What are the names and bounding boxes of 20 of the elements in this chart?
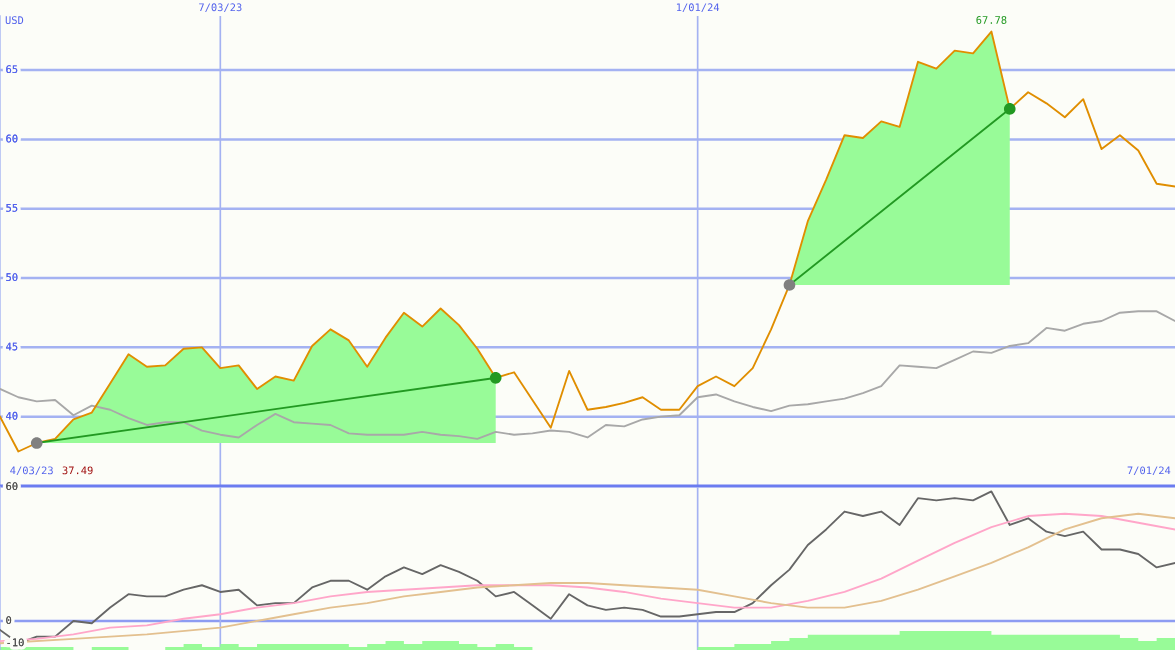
y-tick-label: 60 <box>6 134 18 143</box>
point <box>783 279 796 291</box>
point <box>1003 103 1016 115</box>
line-series <box>0 30 1175 453</box>
point <box>30 437 43 449</box>
y-tick-label: 45 <box>6 342 18 351</box>
point <box>489 372 502 384</box>
annotation: 4/03/23 <box>10 466 53 476</box>
y-axis-title: USD <box>5 16 24 25</box>
y-tick-label: 0 <box>6 616 12 625</box>
annotation: 37.49 <box>62 466 93 475</box>
y-tick-label: 50 <box>6 273 18 282</box>
x-tick-label: 7/03/23 <box>199 3 242 13</box>
x-tick-label: 1/01/24 <box>676 3 720 13</box>
annotation: 7/01/24 <box>1127 466 1171 476</box>
y-tick-label: 60 <box>6 482 18 491</box>
line-series <box>0 310 1175 440</box>
y-tick-label: 65 <box>6 65 18 74</box>
y-tick-label: -10 <box>7 638 24 647</box>
annotation: 67.78 <box>976 16 1007 24</box>
